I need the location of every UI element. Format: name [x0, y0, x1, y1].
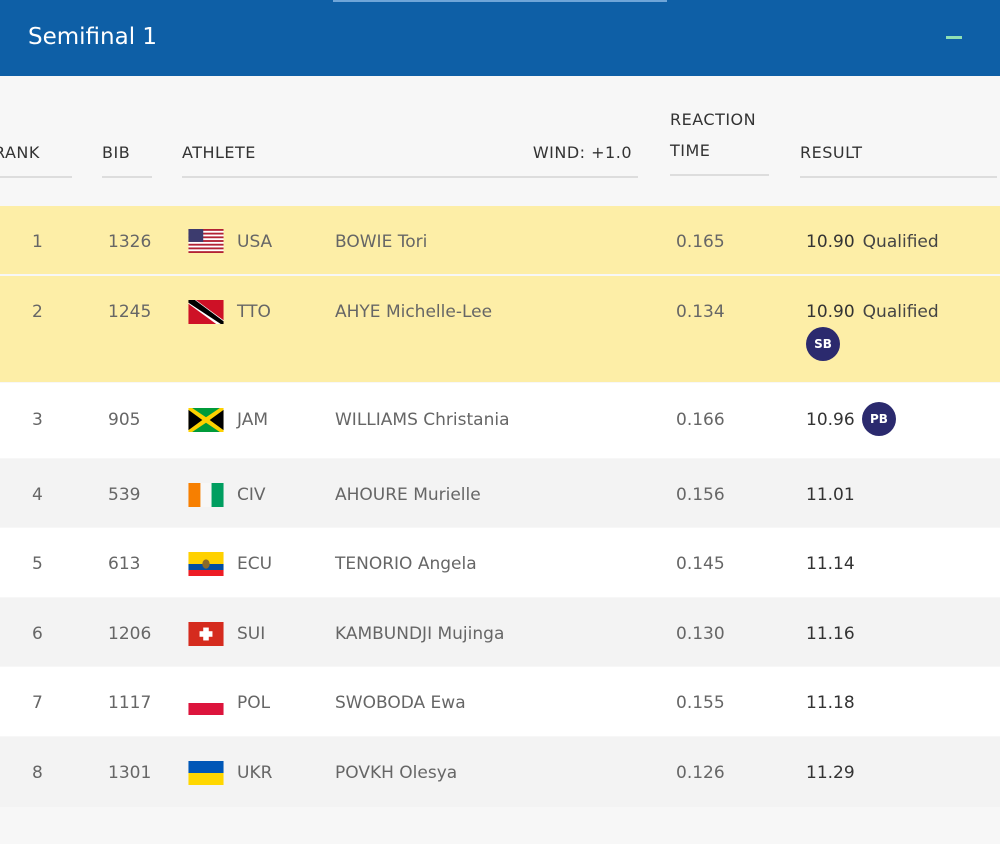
bib-cell: 1206 [108, 624, 152, 644]
usa-flag-icon [188, 229, 224, 253]
table-row[interactable]: 5 613 ECU TENORIO Angela 0.145 11.14 [0, 528, 1000, 597]
result-cell: 10.90 Qualified [806, 232, 939, 252]
country-code: SUI [237, 624, 266, 644]
athlete-name-link[interactable]: AHYE Michelle-Lee [335, 302, 493, 322]
bib-cell: 1301 [108, 763, 152, 783]
column-header-rank[interactable]: RANK [0, 143, 72, 178]
reaction-time-cell: 0.145 [676, 554, 725, 574]
country-code: ECU [237, 554, 273, 574]
result-time: 11.14 [806, 554, 855, 574]
panel-header[interactable]: Semifinal 1 [0, 2, 1000, 76]
tto-flag-icon [188, 300, 224, 324]
rank-header-label: RANK [0, 143, 40, 162]
rank-cell: 8 [32, 763, 43, 783]
result-time: 11.29 [806, 763, 855, 783]
country-code: TTO [237, 302, 271, 322]
collapse-icon[interactable] [946, 36, 962, 39]
country-code: JAM [237, 410, 269, 430]
column-header-bib[interactable]: BIB [102, 143, 152, 178]
civ-flag-icon [188, 483, 224, 507]
pol-flag-icon [188, 691, 224, 715]
active-tab-indicator [333, 0, 667, 2]
reaction-header-line2: TIME [670, 141, 711, 160]
result-cell: 10.90 Qualified [806, 302, 939, 322]
bib-cell: 539 [108, 485, 141, 505]
reaction-time-cell: 0.155 [676, 693, 725, 713]
athlete-name-link[interactable]: AHOURE Murielle [335, 485, 481, 505]
column-header-reaction-time[interactable]: REACTION TIME [670, 110, 769, 176]
table-row[interactable]: 8 1301 UKR POVKH Olesya 0.126 11.29 [0, 737, 1000, 807]
rank-cell: 1 [32, 232, 43, 252]
athlete-name-link[interactable]: POVKH Olesya [335, 763, 458, 783]
table-row[interactable]: 3 905 JAM WILLIAMS Christania 0.166 10.9… [0, 383, 1000, 458]
result-header-label: RESULT [800, 143, 863, 162]
athlete-name-link[interactable]: KAMBUNDJI Mujinga [335, 624, 505, 644]
result-time: 10.96 [806, 410, 855, 430]
panel-title: Semifinal 1 [28, 24, 158, 50]
athlete-name-link[interactable]: TENORIO Angela [335, 554, 477, 574]
table-row[interactable]: 6 1206 SUI KAMBUNDJI Mujinga 0.130 11.16 [0, 598, 1000, 666]
result-time: 11.01 [806, 485, 855, 505]
sui-flag-icon [188, 622, 224, 646]
reaction-time-cell: 0.126 [676, 763, 725, 783]
rank-cell: 7 [32, 693, 43, 713]
reaction-time-cell: 0.166 [676, 410, 725, 430]
bib-cell: 1245 [108, 302, 152, 322]
season-best-badge: SB [806, 327, 840, 361]
rank-cell: 2 [32, 302, 43, 322]
jam-flag-icon [188, 408, 224, 432]
bib-cell: 905 [108, 410, 141, 430]
athlete-name-link[interactable]: WILLIAMS Christania [335, 410, 510, 430]
rank-cell: 4 [32, 485, 43, 505]
bib-header-label: BIB [102, 143, 131, 162]
reaction-time-cell: 0.165 [676, 232, 725, 252]
personal-best-badge: PB [862, 402, 896, 436]
wind-reading: WIND: +1.0 [532, 143, 632, 162]
bib-cell: 1326 [108, 232, 152, 252]
qualified-status: Qualified [862, 232, 939, 252]
reaction-time-cell: 0.130 [676, 624, 725, 644]
ecu-flag-icon [188, 552, 224, 576]
top-tab-strip [0, 0, 1000, 2]
ukr-flag-icon [188, 761, 224, 785]
bib-cell: 1117 [108, 693, 152, 713]
table-row[interactable]: 2 1245 TTO AHYE Michelle-Lee 0.134 10.90… [0, 276, 1000, 382]
reaction-header-line1: REACTION [670, 110, 757, 129]
reaction-time-cell: 0.134 [676, 302, 725, 322]
rank-cell: 3 [32, 410, 43, 430]
result-time: 11.16 [806, 624, 855, 644]
bib-cell: 613 [108, 554, 141, 574]
rank-cell: 5 [32, 554, 43, 574]
qualified-status: Qualified [862, 302, 939, 322]
table-row[interactable]: 7 1117 POL SWOBODA Ewa 0.155 11.18 [0, 667, 1000, 736]
column-header-athlete[interactable]: ATHLETE WIND: +1.0 [182, 143, 638, 178]
table-row[interactable]: 1 1326 USA BOWIE Tori 0.165 10.90 Qualifi… [0, 206, 1000, 274]
result-time: 11.18 [806, 693, 855, 713]
country-code: USA [237, 232, 273, 252]
rank-cell: 6 [32, 624, 43, 644]
country-code: POL [237, 693, 271, 713]
reaction-time-cell: 0.156 [676, 485, 725, 505]
column-header-result[interactable]: RESULT [800, 143, 997, 178]
table-row[interactable]: 4 539 CIV AHOURE Murielle 0.156 11.01 [0, 459, 1000, 527]
country-code: UKR [237, 763, 273, 783]
result-time: 10.90 [806, 232, 855, 252]
athlete-header-label: ATHLETE [182, 143, 256, 162]
country-code: CIV [237, 485, 266, 505]
athlete-name-link[interactable]: BOWIE Tori [335, 232, 428, 252]
athlete-name-link[interactable]: SWOBODA Ewa [335, 693, 466, 713]
result-time: 10.90 [806, 302, 855, 322]
